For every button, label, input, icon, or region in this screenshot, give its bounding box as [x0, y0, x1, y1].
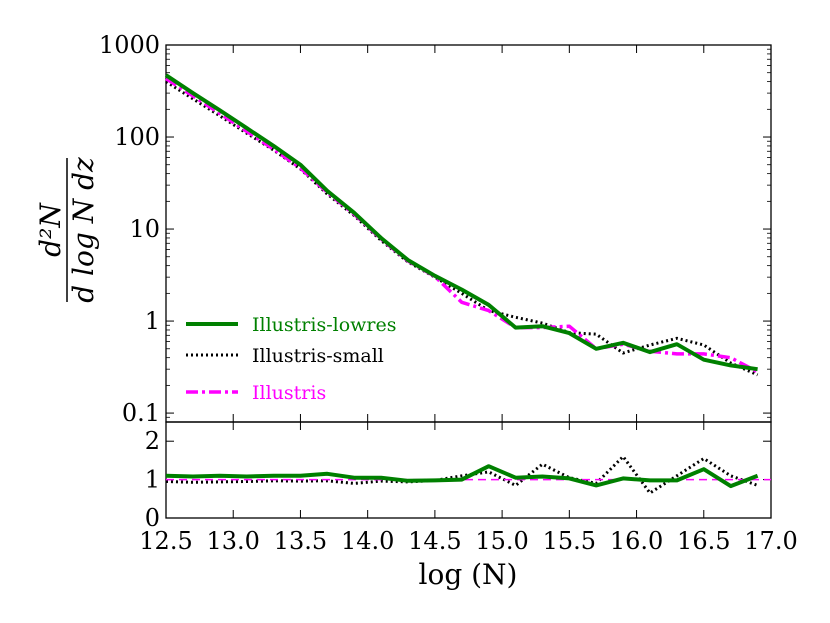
legend-label-illustris: Illustris: [252, 382, 326, 404]
x-tick-label: 16.0: [610, 527, 663, 555]
x-tick-label: 12.5: [139, 527, 192, 555]
x-tick-label: 17.0: [744, 527, 797, 555]
main-series-illustris: [165, 77, 759, 374]
x-tick-label: 13.0: [207, 527, 260, 555]
legend-label-illustris-lowres: Illustris-lowres: [252, 314, 396, 336]
x-tick-label: 15.5: [543, 527, 596, 555]
ratio-frame: [165, 421, 772, 519]
y-tick-label: 0: [145, 504, 160, 532]
x-tick-label: 13.5: [274, 527, 327, 555]
y-tick-label: 1000: [99, 31, 160, 59]
y-tick-label: 0.1: [122, 399, 160, 427]
y-tick-label: 100: [114, 123, 160, 151]
ratio-plot: 12.5 13.0 13.5 14.0 14.5 15.0 15.5 16.0 16.5 17.0…: [139, 421, 798, 555]
legend-label-illustris-small: Illustris-small: [252, 345, 384, 367]
y-tick-label: 10: [129, 215, 160, 243]
y-tick-label: 1: [145, 307, 160, 335]
x-tick-label: 14.5: [408, 527, 461, 555]
x-tick-label: 15.0: [475, 527, 528, 555]
y-axis-label-denominator: d log N dz: [67, 157, 100, 303]
y-axis-label-numerator: d²N: [34, 202, 67, 257]
y-axis-label: d²N d log N dz: [34, 157, 100, 303]
main-series-illustris-lowres: [164, 73, 758, 372]
ratio-series-illustris-lowres: [165, 464, 759, 489]
x-tick-label: 16.5: [677, 527, 730, 555]
x-tick-label: 14.0: [341, 527, 394, 555]
x-axis-label: log (N): [419, 558, 518, 591]
y-tick-label: 2: [145, 427, 160, 455]
main-plot: 0.1 1 10 100 1000: [99, 31, 772, 427]
legend: Illustris-lowres Illustris-small Illustr…: [186, 314, 396, 404]
ratio-series-illustris-small: [165, 455, 759, 495]
y-tick-label: 1: [145, 466, 160, 494]
